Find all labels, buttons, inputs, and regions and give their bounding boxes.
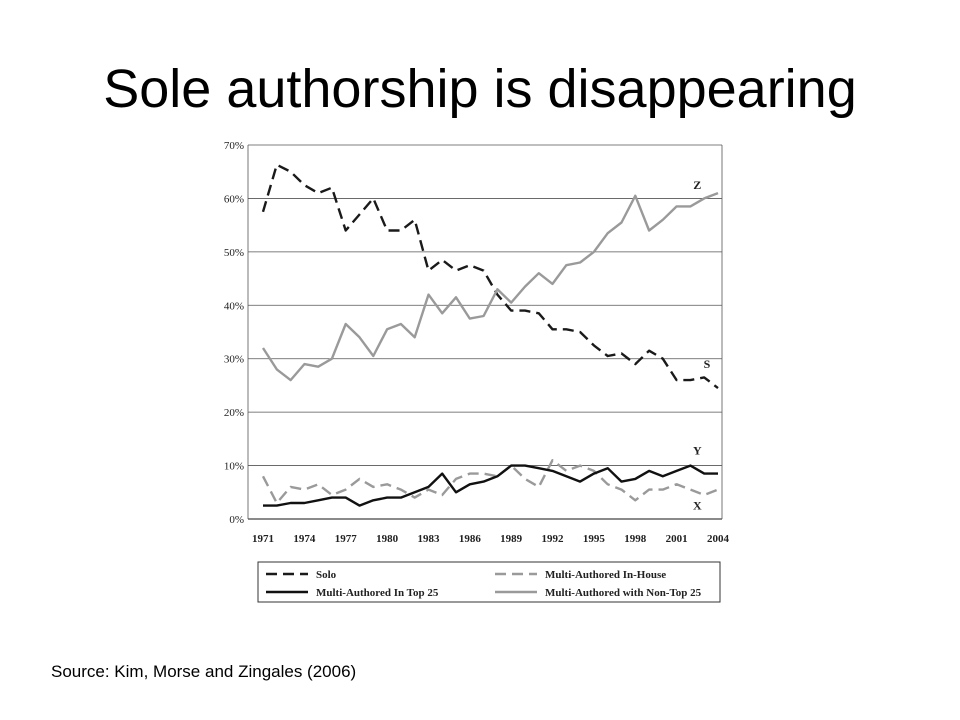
y-tick-label: 70% (224, 140, 244, 152)
series-end-label: S (704, 357, 711, 371)
legend-label: Multi-Authored In Top 25 (316, 587, 439, 599)
x-tick-label: 1989 (500, 533, 523, 545)
y-tick-label: 40% (224, 300, 244, 312)
x-tick-label: 1986 (459, 533, 482, 545)
x-tick-label: 1998 (624, 533, 647, 545)
chart-grid (247, 144, 723, 520)
y-tick-label: 50% (224, 247, 244, 259)
y-tick-label: 20% (224, 407, 244, 419)
x-tick-label: 1974 (293, 533, 316, 545)
slide-title: Sole authorship is disappearing (103, 59, 857, 119)
x-axis-ticks: 1971 1974 1977 1980 1983 1986 1989 1992 1995 1998… (252, 533, 730, 545)
x-tick-label: 1977 (335, 533, 358, 545)
y-tick-label: 30% (224, 354, 244, 366)
series-line (261, 191, 719, 382)
series-line (261, 163, 719, 390)
x-tick-label: 1992 (542, 533, 565, 545)
legend-label: Multi-Authored with Non-Top 25 (545, 587, 702, 599)
y-tick-label: 10% (224, 461, 244, 473)
series-end-label: X (693, 499, 702, 513)
x-tick-label: 1983 (417, 533, 440, 545)
series-line (261, 459, 719, 505)
legend-label: Solo (316, 569, 337, 581)
x-tick-label: 1971 (252, 533, 274, 545)
legend-label: Multi-Authored In-House (545, 569, 666, 581)
chart-legend: Solo Multi-Authored In-House Multi-Authore… (257, 561, 721, 603)
series-end-label: Z (693, 178, 701, 192)
series-end-label: Y (693, 444, 702, 458)
y-tick-label: 60% (224, 193, 244, 205)
x-tick-label: 2001 (666, 533, 688, 545)
x-tick-label: 1995 (583, 533, 606, 545)
x-tick-label: 1980 (376, 533, 399, 545)
source-citation: Source: Kim, Morse and Zingales (2006) (51, 662, 357, 681)
legend-box (257, 561, 721, 603)
series-line (263, 464, 718, 507)
y-tick-label: 0% (229, 514, 244, 526)
series-end-labels: S X Y Z (693, 178, 711, 513)
chart-series (261, 163, 719, 507)
x-tick-label: 2004 (707, 533, 730, 545)
y-axis-ticks: 0% 10% 20% 30% 40% 50% 60% 70% (224, 140, 244, 526)
